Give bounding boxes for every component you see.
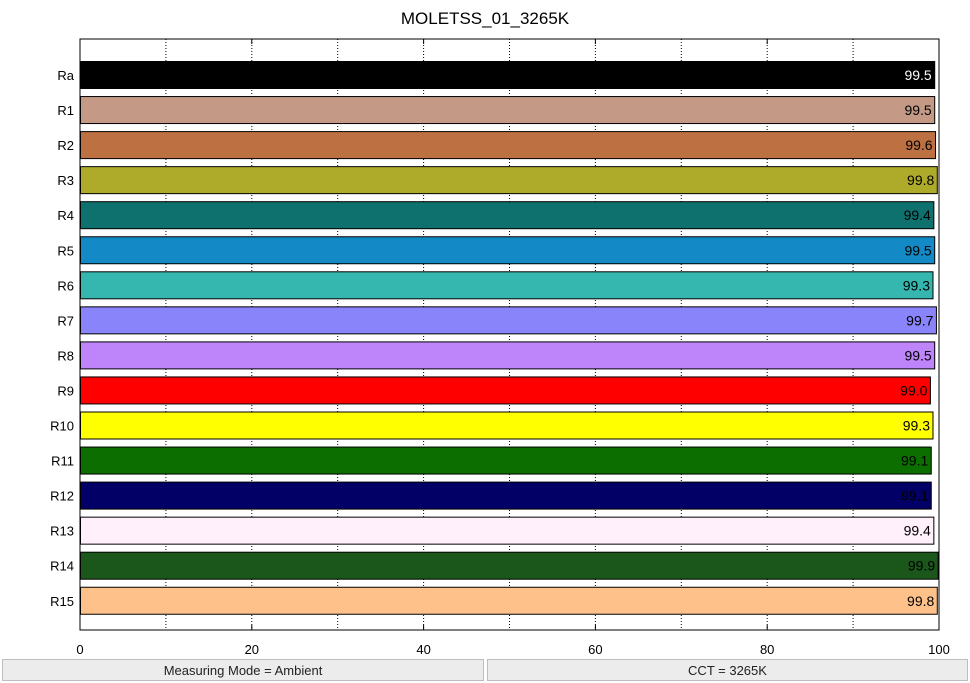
value-label-r11: 99.1 <box>901 453 928 469</box>
category-label-ra: Ra <box>57 68 74 83</box>
value-label-r10: 99.3 <box>903 418 930 434</box>
value-label-r8: 99.5 <box>904 347 931 363</box>
bar-r7 <box>80 306 937 335</box>
status-bar: Measuring Mode = Ambient CCT = 3265K <box>0 659 970 683</box>
x-tick-label: 40 <box>416 642 430 657</box>
value-label-r14: 99.9 <box>908 558 935 574</box>
x-axis-ticks: 0 20 40 60 80 100 <box>76 39 950 657</box>
bar-r1 <box>80 96 936 125</box>
category-label-r9: R9 <box>57 383 74 398</box>
value-label-r9: 99.0 <box>900 382 927 398</box>
x-tick-label: 60 <box>588 642 602 657</box>
category-label-r14: R14 <box>50 559 74 574</box>
category-label-r12: R12 <box>50 489 74 504</box>
x-tick-label: 0 <box>76 642 83 657</box>
cri-bar-chart: MOLETSS_01_3265K 0 20 40 60 80 100 Ra R1 R2 R3 R4… <box>50 9 950 657</box>
category-label-r8: R8 <box>57 348 74 363</box>
category-label-r15: R15 <box>50 594 74 609</box>
bar-r15 <box>80 586 938 615</box>
category-label-r2: R2 <box>57 138 74 153</box>
value-label-r3: 99.8 <box>907 172 934 188</box>
bar-r9 <box>80 376 931 405</box>
category-label-r7: R7 <box>57 313 74 328</box>
category-label-r10: R10 <box>50 419 74 434</box>
bar-r8 <box>80 341 936 370</box>
bar-r2 <box>80 131 937 160</box>
value-label-r1: 99.5 <box>904 102 931 118</box>
category-label-r6: R6 <box>57 278 74 293</box>
category-label-r3: R3 <box>57 173 74 188</box>
cct-field: CCT = 3265K <box>487 659 968 681</box>
category-label-r13: R13 <box>50 524 74 539</box>
value-label-r13: 99.4 <box>904 523 931 539</box>
category-label-r5: R5 <box>57 243 74 258</box>
bar-r10 <box>80 411 934 440</box>
bar-ra <box>80 61 936 89</box>
bar-value-labels: 99.5 99.5 99.6 99.8 99.4 99.5 99.3 99.7 99.5 99.0… <box>900 67 935 609</box>
value-label-r6: 99.3 <box>903 277 930 293</box>
x-tick-label: 80 <box>760 642 774 657</box>
category-label-r11: R11 <box>51 454 74 469</box>
plot-area-frame <box>79 38 940 631</box>
x-tick-label: 20 <box>245 642 259 657</box>
value-label-r4: 99.4 <box>904 207 931 223</box>
y-axis-category-labels: Ra R1 R2 R3 R4 R5 R6 R7 R8 R9 R10 R11 R12 R13 R14 R15 <box>50 68 75 609</box>
bar-r12 <box>80 481 932 510</box>
category-label-r4: R4 <box>57 208 74 223</box>
value-label-r2: 99.6 <box>905 137 932 153</box>
bar-r6 <box>80 271 934 300</box>
bar-r14 <box>80 551 939 580</box>
bar-r5 <box>80 236 936 265</box>
chart-title: MOLETSS_01_3265K <box>401 9 570 28</box>
bars <box>80 61 939 615</box>
x-tick-label: 100 <box>928 642 950 657</box>
bar-r13 <box>80 516 935 545</box>
value-label-r7: 99.7 <box>906 312 933 328</box>
category-label-r1: R1 <box>57 103 74 118</box>
bar-r4 <box>80 201 935 230</box>
value-label-r15: 99.8 <box>907 593 934 609</box>
value-label-r5: 99.5 <box>904 242 931 258</box>
value-label-ra: 99.5 <box>904 67 931 83</box>
measuring-mode-field: Measuring Mode = Ambient <box>2 659 484 681</box>
bar-r11 <box>80 446 932 475</box>
bar-r3 <box>80 166 938 195</box>
value-label-r12: 99.1 <box>901 488 928 504</box>
